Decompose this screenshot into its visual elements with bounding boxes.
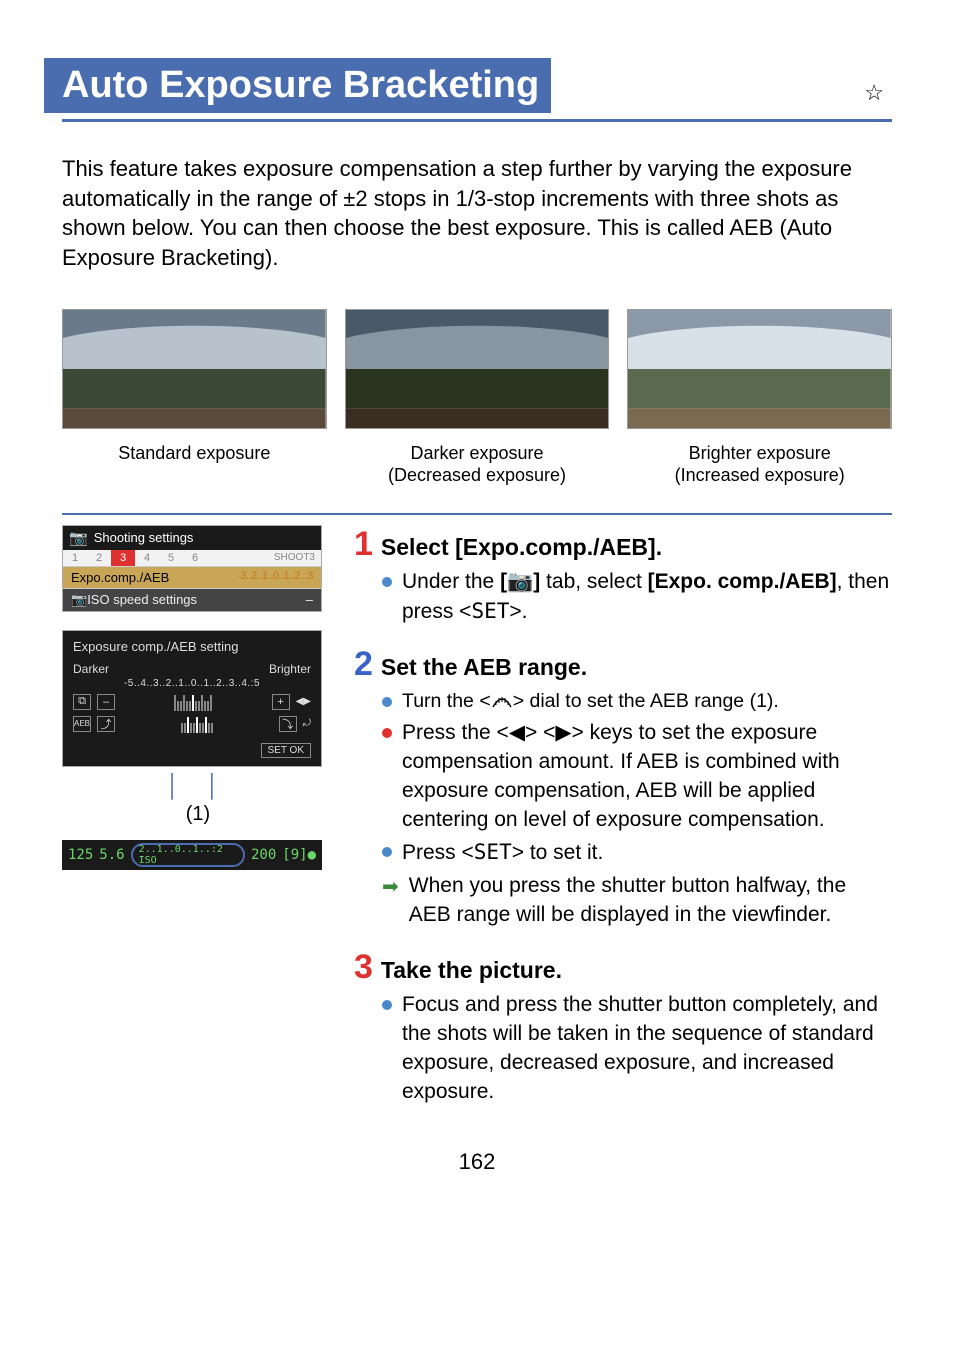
menu-row-expocomp: Expo.comp./AEB -3..2..1..0..1..2..:3 xyxy=(63,566,321,588)
ev-minus: – xyxy=(97,694,115,710)
camera-icon: 📷 xyxy=(507,570,533,593)
star-icon: ☆ xyxy=(864,80,884,106)
bullet-icon xyxy=(382,847,392,857)
tabs-label: SHOOT3 xyxy=(268,550,321,566)
step-1: 1 Select [Expo.comp./AEB]. Under the [📷]… xyxy=(354,525,892,627)
gallery-standard: Standard exposure xyxy=(62,309,327,487)
menu-row-iso: 📷ISO speed settings – xyxy=(63,588,321,611)
menu-expocomp-label: Expo.comp./AEB xyxy=(71,570,169,585)
darker-label: Darker xyxy=(73,662,109,676)
gallery-brighter: Brighter exposure (Increased exposure) xyxy=(627,309,892,487)
menu-iso-label: 📷ISO speed settings xyxy=(71,592,197,608)
bullet-icon xyxy=(382,1000,392,1010)
tab-5: 5 xyxy=(159,550,183,566)
ev-scale-row: ⧉ – + ◀▶ xyxy=(73,693,311,711)
step-1-title: Select [Expo.comp./AEB]. xyxy=(381,534,662,561)
aeb-range-labels: Darker Brighter xyxy=(73,662,311,676)
step-2-number: 2 xyxy=(354,645,373,684)
result-arrow-icon: ➡ xyxy=(382,874,399,930)
step-2-bullet-4: ➡ When you press the shutter button half… xyxy=(382,872,892,930)
bullet-icon xyxy=(382,577,392,587)
gallery-darker: Darker exposure (Decreased exposure) xyxy=(345,309,610,487)
step-2-bullet-1: Turn the <> dial to set the AEB range (1… xyxy=(382,688,892,715)
bullet-icon xyxy=(382,697,392,707)
step-2-bullet-3: Press <SET> to set it. xyxy=(382,838,892,868)
title-bar: Auto Exposure Bracketing ☆ xyxy=(62,58,892,122)
caption-darker: Darker exposure (Decreased exposure) xyxy=(345,442,610,487)
exposure-gallery: Standard exposure Darker exposure (Decre… xyxy=(62,309,892,487)
intro-text: This feature takes exposure compensation… xyxy=(62,154,892,273)
vf-scale-circled: 2..1..0..1..:2 ISO xyxy=(131,843,245,867)
step-3-number: 3 xyxy=(354,948,373,987)
tab-4: 4 xyxy=(135,550,159,566)
step-2-title: Set the AEB range. xyxy=(381,654,587,681)
aeb-screenshot: Exposure comp./AEB setting Darker Bright… xyxy=(62,630,322,767)
step-1-number: 1 xyxy=(354,525,373,564)
left-column: 📷 Shooting settings 1 2 3 4 5 6 SHOOT3 E… xyxy=(62,525,334,1126)
caption-standard: Standard exposure xyxy=(62,442,327,465)
vf-aperture: 5.6 xyxy=(99,847,124,863)
step-3-bullet-1: Focus and press the shutter button compl… xyxy=(382,991,892,1107)
scale-numbers: -5..4..3..2..1..0..1..2..3..4.:5 xyxy=(73,678,311,689)
menu-iso-value: – xyxy=(306,592,313,608)
viewfinder-display: 125 5.6 2..1..0..1..:2 ISO 200 [9]● xyxy=(62,840,322,870)
pointer-callout: │ │ (1) xyxy=(62,773,334,826)
right-column: 1 Select [Expo.comp./AEB]. Under the [📷]… xyxy=(354,525,892,1126)
photo-darker xyxy=(345,309,610,429)
step-2: 2 Set the AEB range. Turn the <> dial to… xyxy=(354,645,892,931)
steps-area: 📷 Shooting settings 1 2 3 4 5 6 SHOOT3 E… xyxy=(62,525,892,1126)
menu-header-text: Shooting settings xyxy=(94,530,194,545)
step-3: 3 Take the picture. Focus and press the … xyxy=(354,948,892,1107)
right-arrow-icon: ▶ xyxy=(555,721,571,744)
brighter-label: Brighter xyxy=(269,662,311,676)
page-number: 162 xyxy=(62,1149,892,1199)
main-dial-icon xyxy=(491,695,513,709)
vf-shutter: 125 xyxy=(68,847,93,863)
aeb-scale xyxy=(121,715,273,733)
left-arrow-icon: ◀ xyxy=(509,721,525,744)
tab-3: 3 xyxy=(111,550,135,566)
set-ok-button-label: SET OK xyxy=(261,743,312,758)
step-3-title: Take the picture. xyxy=(381,957,562,984)
camera-icon: 📷 xyxy=(69,529,88,547)
photo-brighter xyxy=(627,309,892,429)
pointer-lines-icon: │ │ xyxy=(62,773,334,799)
ev-plus: + xyxy=(272,694,290,710)
vf-iso: 200 xyxy=(251,847,276,863)
camera-icon: 📷 xyxy=(71,592,87,607)
separator xyxy=(62,513,892,515)
bullet-icon xyxy=(382,728,392,738)
photo-standard xyxy=(62,309,327,429)
aeb-title: Exposure comp./AEB setting xyxy=(73,639,311,654)
ev-scale xyxy=(121,693,266,711)
page-title: Auto Exposure Bracketing xyxy=(44,58,551,113)
ev-icon: ⧉ xyxy=(73,694,91,710)
step-2-bullet-2: Press the <◀> <▶> keys to set the exposu… xyxy=(382,719,892,835)
dial-icon: ⤾ xyxy=(303,718,311,729)
aeb-label-icon: AEB xyxy=(73,716,91,732)
tab-6: 6 xyxy=(183,550,207,566)
caption-brighter: Brighter exposure (Increased exposure) xyxy=(627,442,892,487)
menu-screenshot: 📷 Shooting settings 1 2 3 4 5 6 SHOOT3 E… xyxy=(62,525,322,612)
aeb-curve-icon: ⤴ xyxy=(97,716,115,732)
menu-tabs: 1 2 3 4 5 6 SHOOT3 xyxy=(63,550,321,566)
aeb-scale-row: AEB ⤴ ⤵ ⤾ xyxy=(73,715,311,733)
menu-header: 📷 Shooting settings xyxy=(63,526,321,550)
pointer-number: (1) xyxy=(62,803,334,826)
tab-1: 1 xyxy=(63,550,87,566)
tab-2: 2 xyxy=(87,550,111,566)
aeb-arrow-icon: ⤵ xyxy=(279,716,297,732)
menu-expocomp-value: -3..2..1..0..1..2..:3 xyxy=(237,570,313,585)
vf-tail: [9]● xyxy=(282,847,316,863)
lr-arrows-icon: ◀▶ xyxy=(296,696,311,707)
step-1-bullet-1: Under the [📷] tab, select [Expo. comp./A… xyxy=(382,568,892,627)
